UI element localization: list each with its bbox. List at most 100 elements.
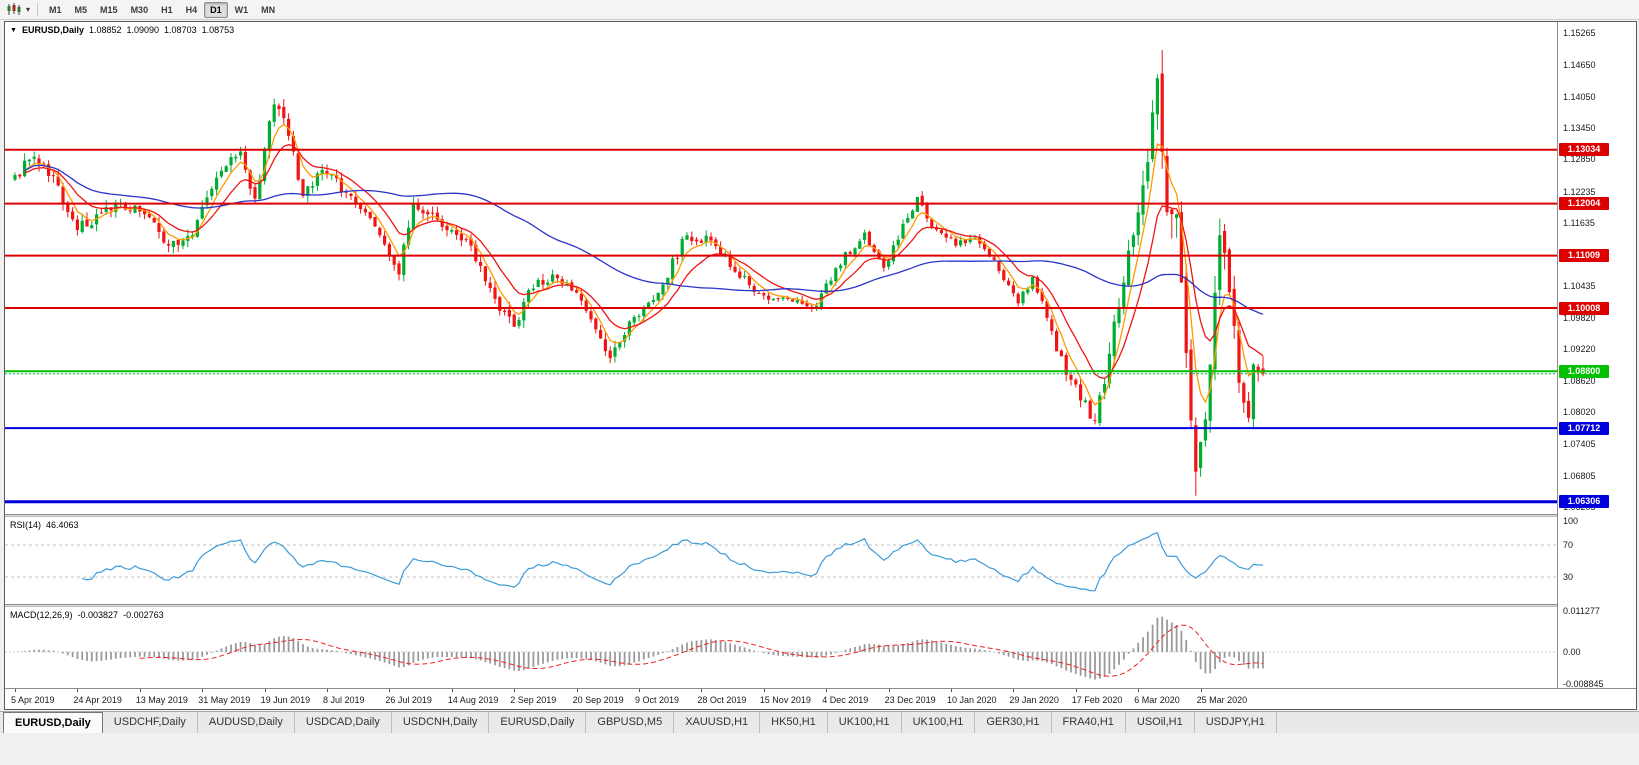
macd-main-value: -0.003827 bbox=[77, 610, 119, 620]
rsi-line bbox=[82, 532, 1264, 592]
date-tick bbox=[264, 689, 266, 692]
price-line-tag: 1.11009 bbox=[1559, 249, 1609, 263]
macd-histogram bbox=[18, 616, 1264, 680]
ohlc-high: 1.09090 bbox=[126, 25, 160, 35]
date-axis-label: 19 Jun 2019 bbox=[260, 695, 311, 705]
chart-tab[interactable]: UK100,H1 bbox=[902, 712, 976, 733]
candlestick-chart-icon[interactable] bbox=[4, 2, 24, 17]
date-axis-label: 28 Oct 2019 bbox=[697, 695, 747, 705]
price-axis-label: 1.11635 bbox=[1563, 217, 1595, 228]
candle-bodies bbox=[13, 73, 1265, 472]
price-axis-label: 1.06805 bbox=[1563, 470, 1596, 481]
chart-tab[interactable]: USDCNH,Daily bbox=[392, 712, 490, 733]
date-tick bbox=[826, 689, 828, 692]
rsi-axis-label: 70 bbox=[1563, 540, 1574, 550]
ohlc-open: 1.08852 bbox=[88, 25, 122, 35]
date-axis-label: 2 Sep 2019 bbox=[510, 695, 557, 705]
price-axis-label: 1.15265 bbox=[1563, 28, 1596, 38]
rsi-series bbox=[82, 532, 1264, 592]
date-tick bbox=[701, 689, 703, 692]
price-axis-label: 1.10435 bbox=[1563, 280, 1596, 291]
macd-axis-label: 0.00 bbox=[1563, 646, 1581, 657]
chart-tab[interactable]: USOil,H1 bbox=[1126, 712, 1195, 733]
date-axis-label: 23 Dec 2019 bbox=[884, 695, 936, 705]
date-axis-label: 24 Apr 2019 bbox=[73, 695, 122, 705]
price-axis-label: 1.09220 bbox=[1563, 344, 1596, 355]
date-tick bbox=[327, 689, 328, 692]
chart-tabbar: EURUSD,Daily USDCHF,Daily AUDUSD,Daily USDC… bbox=[0, 711, 1639, 733]
price-line-tag: 1.13034 bbox=[1559, 143, 1609, 157]
chart-tab[interactable]: UK100,H1 bbox=[828, 712, 902, 733]
date-tick bbox=[1138, 689, 1140, 692]
date-axis-label: 4 Dec 2019 bbox=[822, 695, 869, 705]
macd-name: MACD(12,26,9) bbox=[10, 610, 73, 620]
chart-symbol-label: EURUSD,Daily bbox=[21, 25, 84, 35]
rsi-value: 46.4063 bbox=[46, 520, 79, 530]
date-axis-label: 17 Feb 2020 bbox=[1071, 695, 1123, 705]
fast-ma-line bbox=[24, 123, 1264, 406]
chart-tab[interactable]: HK50,H1 bbox=[760, 712, 828, 733]
medium-ma-line bbox=[24, 144, 1264, 380]
ohlc-close: 1.08753 bbox=[201, 25, 235, 35]
toolbar-separator bbox=[37, 3, 39, 16]
date-tick bbox=[639, 689, 640, 692]
chart-tab[interactable]: USDCAD,Daily bbox=[295, 712, 392, 733]
period-button-M15[interactable]: M15 bbox=[100, 4, 118, 15]
date-tick bbox=[888, 689, 890, 692]
rsi-axis-label: 30 bbox=[1563, 572, 1574, 582]
period-button-D1[interactable]: D1 bbox=[204, 1, 228, 18]
period-button-M1[interactable]: M1 bbox=[49, 4, 62, 15]
chart-tab[interactable]: GBPUSD,M5 bbox=[586, 712, 675, 733]
macd-signal-value: -0.002763 bbox=[123, 610, 164, 620]
date-tick bbox=[139, 689, 141, 692]
price-axis-border bbox=[1557, 22, 1558, 688]
chart-header: ▼ EURUSD,Daily 1.08852 1.09090 1.08703 1… bbox=[10, 25, 234, 35]
slow-ma-line bbox=[24, 164, 1264, 315]
date-axis-label: 9 Oct 2019 bbox=[635, 695, 680, 705]
rsi-axis-label: 100 bbox=[1563, 516, 1579, 526]
chart-canvas[interactable] bbox=[5, 22, 1636, 709]
macd-signal-line bbox=[139, 624, 1264, 677]
period-button-H4[interactable]: H4 bbox=[185, 4, 198, 15]
date-axis-label: 5 Apr 2019 bbox=[11, 695, 55, 705]
date-tick bbox=[763, 689, 765, 692]
price-axis-label: 1.12235 bbox=[1563, 186, 1596, 197]
date-tick bbox=[77, 689, 79, 692]
period-button-M30[interactable]: M30 bbox=[130, 4, 149, 15]
date-axis[interactable]: 5 Apr 2019 24 Apr 2019 13 May 2019 31 May 2… bbox=[5, 688, 1636, 709]
moving-average-lines bbox=[24, 123, 1264, 406]
panel-splitter[interactable] bbox=[5, 604, 1636, 607]
date-axis-label: 15 Nov 2019 bbox=[759, 695, 811, 705]
chart-tab[interactable]: AUDUSD,Daily bbox=[198, 712, 295, 733]
date-axis-label: 10 Jan 2020 bbox=[947, 695, 997, 705]
date-axis-label: 14 Aug 2019 bbox=[447, 695, 499, 705]
chart-tab[interactable]: EURUSD,Daily bbox=[489, 712, 587, 733]
date-tick bbox=[1200, 689, 1202, 692]
chart-window: ▼ EURUSD,Daily 1.08852 1.09090 1.08703 1… bbox=[4, 21, 1637, 710]
date-tick bbox=[951, 689, 952, 692]
price-axis[interactable]: 1.15265 1.14650 1.14050 1.13450 1.12850 1.122… bbox=[1558, 22, 1636, 709]
macd-label: MACD(12,26,9) -0.003827 -0.002763 bbox=[10, 610, 164, 620]
price-axis-label: 1.14050 bbox=[1563, 91, 1596, 102]
ohlc-low: 1.08703 bbox=[164, 25, 197, 35]
period-button-W1[interactable]: W1 bbox=[234, 4, 249, 15]
collapse-icon[interactable]: ▼ bbox=[10, 26, 17, 34]
chart-tab[interactable]: USDJPY,H1 bbox=[1195, 712, 1277, 733]
price-line-tag: 1.07712 bbox=[1559, 421, 1609, 435]
date-axis-label: 31 May 2019 bbox=[198, 695, 251, 705]
date-axis-label: 6 Mar 2020 bbox=[1134, 695, 1180, 705]
date-axis-label: 25 Mar 2020 bbox=[1196, 695, 1248, 705]
chart-tab[interactable]: XAUUSD,H1 bbox=[674, 712, 761, 733]
price-axis-label: 1.12850 bbox=[1563, 154, 1596, 165]
chart-tab[interactable]: FRA40,H1 bbox=[1052, 712, 1126, 733]
period-button-H1[interactable]: H1 bbox=[161, 4, 173, 15]
chart-tab[interactable]: EURUSD,Daily bbox=[3, 712, 103, 733]
chart-tab[interactable]: GER30,H1 bbox=[975, 712, 1052, 733]
panel-splitter[interactable] bbox=[5, 514, 1636, 517]
chart-tab[interactable]: USDCHF,Daily bbox=[103, 712, 198, 733]
period-button-M5[interactable]: M5 bbox=[74, 4, 88, 15]
period-button-MN[interactable]: MN bbox=[261, 4, 276, 15]
date-axis-label: 13 May 2019 bbox=[135, 695, 188, 705]
chevron-down-icon[interactable]: ▾ bbox=[26, 5, 31, 14]
macd-signal bbox=[139, 624, 1264, 677]
